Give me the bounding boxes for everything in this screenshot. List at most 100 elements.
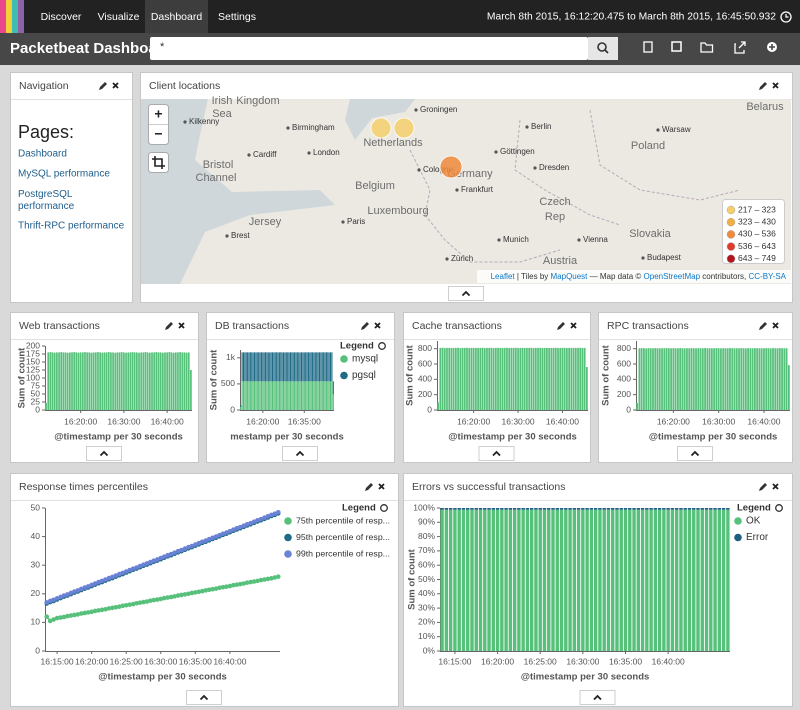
attribution-link[interactable]: CC-BY-SA — [749, 272, 787, 281]
bar — [265, 381, 267, 410]
legend-label[interactable]: 75th percentile of resp... — [296, 515, 390, 525]
bar — [133, 352, 136, 410]
point — [51, 597, 56, 603]
edit-icon[interactable] — [759, 82, 767, 90]
fit-bounds-button[interactable] — [148, 152, 169, 173]
y-tick-label: 90% — [418, 517, 435, 527]
bar — [306, 381, 308, 410]
city-label: Budapest — [647, 253, 682, 262]
point — [134, 565, 139, 570]
point — [193, 542, 198, 547]
bar — [457, 509, 461, 651]
bar — [164, 352, 166, 410]
close-icon[interactable] — [772, 322, 779, 329]
bar — [517, 508, 521, 510]
edit-icon[interactable] — [759, 483, 767, 491]
bar — [500, 509, 504, 651]
nav-link[interactable]: PostgreSQL performance — [18, 189, 75, 212]
collapse-button[interactable] — [579, 690, 616, 705]
nav-link[interactable]: Dashboard — [18, 149, 67, 160]
collapse-button[interactable] — [478, 446, 515, 461]
search-input[interactable] — [150, 37, 588, 60]
legend-label[interactable]: pgsql — [352, 370, 376, 381]
nav-tab[interactable]: Visualize — [98, 11, 140, 23]
close-icon[interactable] — [112, 82, 119, 89]
time-range[interactable]: March 8th 2015, 16:12:20.475 to March 8t… — [487, 12, 776, 23]
chevron-icon — [461, 290, 471, 297]
legend-swatch — [284, 550, 292, 558]
legend-label[interactable]: 99th percentile of resp... — [296, 548, 390, 558]
edit-icon[interactable] — [365, 483, 373, 491]
bar — [245, 381, 247, 410]
bar — [249, 352, 251, 382]
legend-label[interactable]: mysql — [352, 354, 378, 365]
region-label: Sea — [212, 108, 232, 120]
attribution-link[interactable]: OpenStreetMap — [644, 272, 701, 281]
point — [127, 602, 132, 607]
save-icon[interactable] — [671, 41, 682, 52]
bar — [444, 508, 449, 510]
nav-tab[interactable]: Settings — [218, 11, 256, 23]
bar — [294, 381, 296, 410]
collapse-button[interactable] — [282, 446, 318, 461]
legend-label[interactable]: 95th percentile of resp... — [296, 532, 390, 542]
bar — [679, 508, 683, 510]
nav-tab[interactable]: Dashboard — [151, 11, 203, 23]
bar — [331, 381, 333, 410]
nav-link[interactable]: MySQL performance — [18, 169, 110, 180]
point — [244, 580, 250, 585]
zoom-out[interactable]: − — [154, 126, 162, 142]
bar — [71, 352, 73, 410]
legend-label[interactable]: Error — [746, 532, 769, 543]
edit-icon[interactable] — [361, 322, 369, 330]
collapse-button[interactable] — [677, 446, 713, 461]
collapse-button[interactable] — [186, 690, 222, 705]
close-icon[interactable] — [378, 483, 385, 490]
new-dashboard-icon[interactable] — [643, 41, 653, 53]
close-icon[interactable] — [178, 322, 185, 329]
share-icon[interactable] — [734, 41, 746, 54]
map-marker[interactable] — [370, 117, 392, 139]
map-marker[interactable] — [439, 155, 463, 179]
collapse-button[interactable] — [86, 446, 122, 461]
edit-icon[interactable] — [557, 322, 565, 330]
collapse-button[interactable] — [448, 286, 484, 301]
bar — [654, 348, 657, 410]
edit-icon[interactable] — [165, 322, 173, 330]
legend-toggle-icon[interactable] — [378, 342, 386, 350]
time-picker-icon[interactable] — [780, 11, 792, 23]
bar — [720, 348, 722, 410]
search-query[interactable]: * — [160, 41, 165, 53]
bar — [273, 352, 275, 382]
zoom-in[interactable]: + — [154, 106, 162, 122]
bar — [643, 348, 645, 410]
legend-label[interactable]: OK — [746, 516, 761, 527]
map-marker[interactable] — [393, 117, 415, 139]
point — [148, 598, 153, 603]
x-axis-title: @timestamp per 30 seconds — [521, 672, 650, 683]
edit-icon[interactable] — [759, 322, 767, 330]
x-axis-title: @timestamp per 30 seconds — [54, 432, 183, 443]
search-button[interactable] — [588, 37, 618, 60]
city-label: Birmingham — [292, 123, 335, 132]
legend-toggle-icon[interactable] — [380, 504, 388, 512]
attribution-link[interactable]: Leaflet — [491, 272, 516, 281]
bar — [84, 352, 86, 410]
attribution-link[interactable]: MapQuest — [551, 272, 589, 281]
close-icon[interactable] — [772, 82, 779, 89]
point — [227, 583, 233, 589]
bar — [576, 509, 581, 651]
bar — [665, 348, 668, 410]
bar — [461, 347, 464, 410]
nav-tab[interactable]: Discover — [41, 11, 82, 23]
open-icon[interactable] — [700, 42, 714, 53]
panel-title: Navigation — [19, 80, 69, 92]
legend-toggle-icon[interactable] — [775, 504, 783, 512]
nav-link[interactable]: Thrift-RPC performance — [18, 221, 125, 232]
bar — [81, 352, 84, 410]
close-icon[interactable] — [374, 322, 381, 329]
city-dot — [577, 238, 581, 242]
edit-icon[interactable] — [99, 82, 107, 90]
close-icon[interactable] — [570, 322, 577, 329]
close-icon[interactable] — [772, 483, 779, 490]
